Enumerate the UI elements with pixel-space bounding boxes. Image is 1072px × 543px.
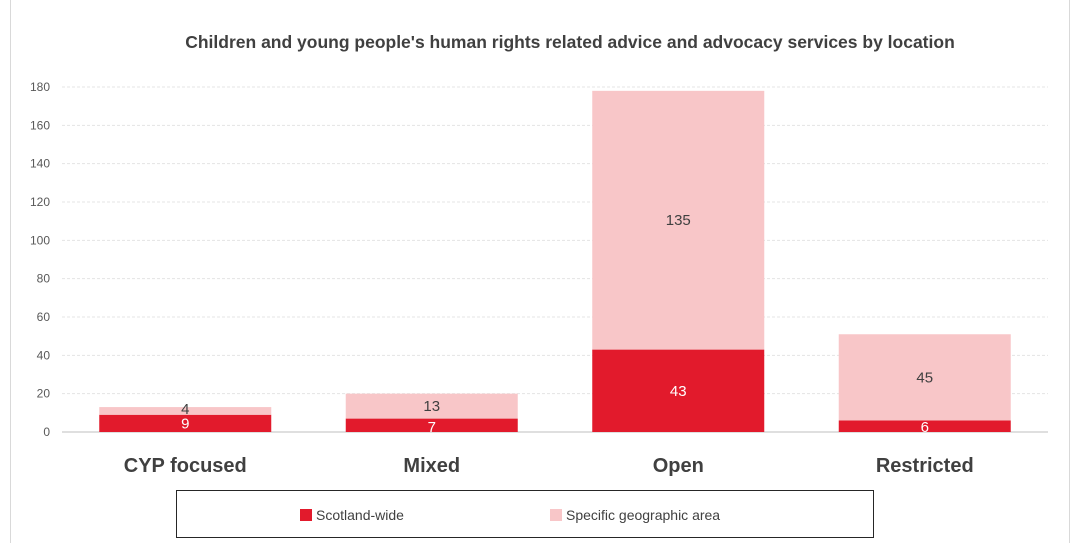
x-axis-ticks: CYP focused Mixed Open Restricted	[124, 455, 974, 477]
x-tick-label: Restricted	[876, 455, 974, 477]
chart-frame	[10, 0, 1070, 543]
bars	[99, 90, 1011, 432]
bar-scotland-wide	[345, 418, 518, 432]
bar-scotland-wide	[99, 414, 272, 432]
x-tick-label: Mixed	[403, 455, 460, 477]
data-labels: 94 7 13 43 135 6 45	[181, 212, 933, 436]
y-tick-label: 160	[30, 118, 50, 132]
legend-swatch-scotland-wide	[300, 509, 312, 521]
chart-title: Children and young people's human rights…	[185, 32, 955, 52]
legend-item-specific-geographic-area: Specific geographic area	[550, 507, 720, 523]
legend-label-specific-geographic-area: Specific geographic area	[566, 507, 721, 523]
y-tick-label: 180	[30, 80, 50, 94]
y-tick-label: 120	[30, 195, 50, 209]
legend: Scotland-wide Specific geographic area	[176, 490, 874, 538]
legend-item-scotland-wide: Scotland-wide	[300, 507, 404, 523]
data-label: 6	[921, 419, 929, 436]
bar-specific-area	[345, 393, 518, 419]
x-tick-label: Open	[653, 455, 704, 477]
stacked-bar-chart: Children and young people's human rights…	[30, 32, 1048, 477]
y-tick-label: 140	[30, 157, 50, 171]
y-tick-label: 20	[37, 387, 51, 401]
y-tick-label: 0	[43, 425, 50, 439]
bar-specific-area	[592, 90, 765, 350]
y-tick-label: 40	[37, 348, 51, 362]
data-label: 135	[666, 212, 691, 229]
y-tick-label: 80	[37, 272, 51, 286]
bar-scotland-wide	[838, 420, 1011, 432]
bar-specific-area	[99, 407, 272, 415]
data-label: 7	[428, 419, 436, 436]
data-label: 43	[670, 383, 687, 400]
data-label: 9	[181, 415, 189, 432]
y-axis-ticks: 0 20 40 60 80 100 120 140 160 180	[30, 80, 50, 439]
data-label: 13	[423, 398, 440, 415]
legend-swatch-specific-geographic-area	[550, 509, 562, 521]
y-tick-label: 100	[30, 233, 50, 247]
y-tick-label: 60	[37, 310, 51, 324]
bar-scotland-wide	[592, 349, 765, 432]
data-label: 45	[916, 369, 933, 386]
bar-specific-area	[838, 334, 1011, 421]
data-label: 4	[181, 401, 189, 418]
x-tick-label: CYP focused	[124, 455, 247, 477]
legend-label-scotland-wide: Scotland-wide	[316, 507, 404, 523]
